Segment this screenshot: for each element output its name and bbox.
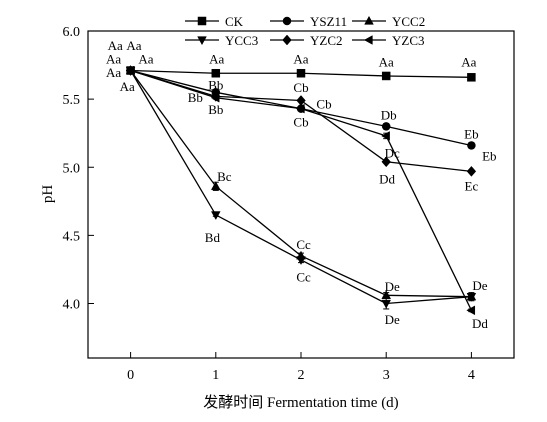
x-tick-label: 2 [298,368,305,383]
series-yzc3 [125,65,476,316]
significance-letter: Cc [296,237,311,252]
legend-marker [197,36,207,46]
point-ycc3 [381,299,392,309]
point-yzc3 [210,92,220,103]
significance-letter: Cb [293,114,308,129]
legend-label: YCC2 [392,14,425,29]
significance-letter: Eb [464,127,478,142]
axis-ticks: 4.0 4.5 5.0 5.5 6.0 0 1 2 3 4 [63,25,475,383]
point-yzc3 [466,305,476,316]
significance-letter: Dd [379,172,395,187]
y-tick-label: 5.0 [63,161,81,176]
legend-item-ycc2: YCC2 [352,14,425,29]
legend-marker [364,15,374,25]
significance-letter: Aa [106,65,121,80]
significance-letter: Cc [296,270,311,285]
legend-label: YSZ11 [310,14,347,29]
legend-item-ycc3: YCC3 [185,33,258,48]
significance-letter: Cb [316,97,331,112]
series-layer [125,65,477,316]
point-ycc3 [210,211,221,221]
significance-letter: Bb [208,102,223,117]
significance-letter: Aa [106,52,121,67]
point-yzc2 [381,156,391,168]
legend-item-yzc2: YZC2 [270,33,343,48]
point-ycc2 [210,181,221,190]
legend-marker [282,34,292,46]
significance-letter: Aa [461,54,476,69]
x-tick-label: 0 [127,368,134,383]
legend-label: YCC3 [225,33,258,48]
point-ycc3 [466,293,477,302]
significance-letter: Aa [108,38,123,53]
significance-letter: Bd [205,230,221,245]
x-tick-label: 4 [468,368,475,383]
y-axis-label: pH [40,185,56,204]
significance-letter: Aa [138,52,153,67]
significance-letter: Bb [188,90,203,105]
significance-letter: De [385,312,400,327]
significance-letter: Aa [293,52,308,67]
significance-letter: De [385,279,400,294]
point-yzc3 [381,131,390,141]
significance-letter: Aa [209,52,224,67]
significance-letter: De [472,278,487,293]
y-tick-label: 4.5 [63,229,81,244]
legend-marker [197,16,207,26]
significance-letter: Cb [293,80,308,95]
point-yzc2 [296,95,306,106]
point-yzc2 [466,165,477,177]
legend-item-ck: CK [185,14,244,29]
significance-letter: Eb [482,148,496,163]
series-ck [126,66,476,82]
point-ck [467,73,476,82]
legend-label: YZC3 [392,33,425,48]
significance-letter: Dc [385,146,400,161]
point-ysz11 [381,122,391,131]
legend-label: CK [225,14,244,29]
legend-item-ysz11: YSZ11 [270,14,347,29]
point-ck [211,68,221,78]
point-ck [296,68,306,78]
significance-letter: Db [381,107,397,122]
x-axis-label: 发酵时间 Fermentation time (d) [203,394,398,411]
point-yzc3 [125,65,135,76]
point-yzc3 [295,103,305,114]
legend-label: YZC2 [310,33,343,48]
legend: CK YSZ11 YCC2 YCC3 YZC2 YZC3 [185,14,425,48]
x-tick-label: 3 [383,368,390,383]
legend-marker [282,16,292,26]
point-ck [381,71,391,81]
significance-letter: Bc [217,169,232,184]
significance-letter: Aa [379,54,394,69]
y-tick-label: 4.0 [63,298,81,313]
point-ycc3 [296,256,306,266]
significance-letter: Aa [120,79,135,94]
x-tick-label: 1 [212,368,219,383]
y-tick-label: 6.0 [63,25,81,40]
significance-letter: Aa [126,38,141,53]
y-tick-label: 5.5 [63,93,81,108]
significance-letter: Bb [208,78,223,93]
point-ysz11 [467,141,476,150]
significance-letter: Dd [472,316,488,331]
significance-letter: Ec [465,178,479,193]
legend-marker [363,35,373,45]
legend-item-yzc3: YZC3 [352,33,425,48]
